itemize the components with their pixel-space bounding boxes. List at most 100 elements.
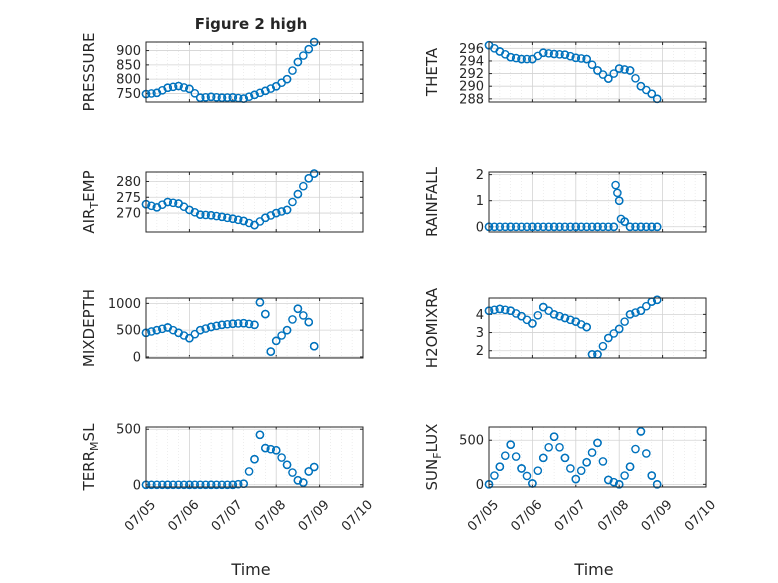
data-point xyxy=(614,324,624,334)
data-point xyxy=(636,427,646,436)
x-tick-label: 07/05 xyxy=(122,497,159,534)
data-point xyxy=(250,454,259,464)
data-point xyxy=(533,222,543,232)
data-point xyxy=(163,197,172,207)
data-point xyxy=(555,50,564,59)
data-point xyxy=(299,478,308,487)
data-point xyxy=(652,222,662,232)
data-point xyxy=(261,213,270,223)
data-point xyxy=(517,54,526,64)
data-point xyxy=(185,205,194,215)
data-point xyxy=(217,93,227,103)
data-point xyxy=(549,432,559,442)
data-point xyxy=(277,207,286,216)
data-point xyxy=(266,84,276,93)
data-point xyxy=(299,311,308,320)
data-point xyxy=(271,446,281,455)
data-point xyxy=(147,201,156,211)
data-point xyxy=(299,51,308,60)
y-tick-label: 2 xyxy=(476,168,484,183)
y-tick-label: 0 xyxy=(476,478,484,493)
data-point xyxy=(522,222,532,232)
y-tick-label: 290 xyxy=(459,80,484,95)
y-tick-label: 900 xyxy=(116,44,141,59)
data-point xyxy=(282,460,292,470)
data-point xyxy=(506,306,516,316)
data-point xyxy=(517,222,526,232)
data-point xyxy=(266,444,276,454)
data-point xyxy=(309,341,319,351)
data-point xyxy=(168,82,178,92)
data-point xyxy=(538,48,548,58)
data-point xyxy=(293,304,303,314)
data-point xyxy=(266,211,276,220)
data-point xyxy=(201,92,210,102)
data-point xyxy=(190,88,200,98)
data-point xyxy=(288,468,297,477)
data-point xyxy=(647,471,657,480)
data-point xyxy=(293,476,303,485)
data-point xyxy=(201,324,210,333)
y-tick-label: 1000 xyxy=(108,297,141,312)
data-point xyxy=(233,215,243,225)
data-point xyxy=(179,83,189,92)
y-axis-label: SUNFLUX xyxy=(423,424,444,491)
data-point xyxy=(631,444,640,454)
x-tick-label: 07/10 xyxy=(682,497,719,534)
data-point xyxy=(593,66,602,75)
data-point xyxy=(217,320,227,330)
data-point xyxy=(174,328,183,338)
data-point xyxy=(604,74,613,83)
y-tick-label: 4 xyxy=(476,308,484,323)
data-point xyxy=(152,480,162,490)
axes-box xyxy=(488,426,707,488)
data-point xyxy=(522,471,532,481)
data-point xyxy=(522,54,532,64)
y-axis-label: THETA xyxy=(423,47,441,97)
data-point xyxy=(185,480,194,490)
data-point xyxy=(571,222,581,232)
data-point xyxy=(244,92,254,102)
data-point xyxy=(609,329,619,338)
data-point xyxy=(566,51,575,61)
y-axis-label: RAINFALL xyxy=(423,166,441,237)
data-point xyxy=(620,65,629,74)
data-point xyxy=(511,222,521,232)
data-point xyxy=(582,222,591,232)
data-point xyxy=(185,333,194,343)
data-point xyxy=(631,308,640,317)
data-point xyxy=(506,440,516,449)
data-point xyxy=(206,480,216,490)
data-point xyxy=(609,222,619,232)
x-tick-label: 07/07 xyxy=(209,497,246,534)
data-point xyxy=(609,477,619,487)
panel-h2omixra: 2 3 4 H2OMIXRA xyxy=(423,287,707,368)
y-tick-label: 500 xyxy=(116,423,141,438)
data-point xyxy=(304,174,314,183)
data-point xyxy=(604,333,613,343)
data-point xyxy=(212,480,221,490)
data-point xyxy=(636,306,646,316)
data-point xyxy=(582,54,591,64)
data-point xyxy=(495,304,505,314)
data-point xyxy=(255,88,265,98)
data-point xyxy=(560,453,570,463)
data-point xyxy=(538,222,548,232)
data-point xyxy=(239,318,248,328)
y-tick-label: 2 xyxy=(476,344,484,359)
data-point xyxy=(293,57,303,67)
data-point xyxy=(490,471,499,480)
data-point xyxy=(288,197,297,207)
data-point xyxy=(195,210,205,219)
data-point xyxy=(223,319,232,329)
data-point xyxy=(195,93,205,103)
data-point xyxy=(255,430,265,440)
x-tick-label: 07/09 xyxy=(296,497,333,534)
data-point xyxy=(533,466,543,475)
x-axis-label-left: Time xyxy=(230,560,270,579)
data-point xyxy=(560,222,570,232)
data-point xyxy=(217,480,227,490)
data-point xyxy=(239,216,248,226)
axes-box xyxy=(488,171,707,233)
